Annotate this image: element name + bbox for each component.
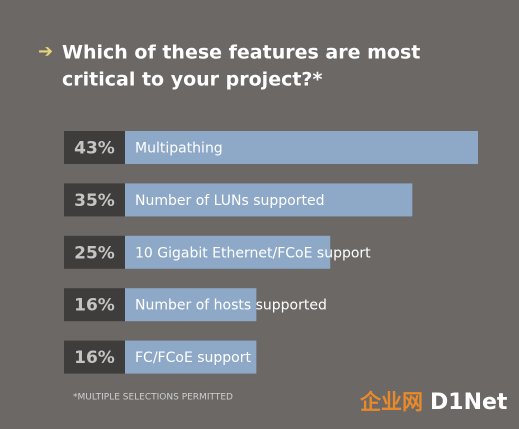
value-label: 35%	[74, 191, 115, 211]
category-label: Multipathing	[135, 141, 223, 157]
title-arrow: ➔	[38, 41, 53, 62]
chart-title: Which of these features are most	[62, 42, 420, 64]
label-box	[64, 340, 125, 374]
bar	[125, 288, 257, 322]
bar	[125, 131, 478, 164]
category-label: Number of LUNs supported	[135, 193, 324, 209]
label-box	[64, 183, 125, 217]
value-label: 16%	[74, 348, 115, 368]
bar	[125, 235, 331, 269]
label-box	[64, 235, 125, 269]
value-label: 43%	[74, 139, 115, 159]
category-label: FC/FCoE support	[135, 350, 251, 366]
label-box	[64, 288, 125, 322]
footnote: *MULTIPLE SELECTIONS PERMITTED	[73, 393, 233, 403]
bar	[125, 183, 413, 217]
watermark: 企业网	[359, 390, 423, 414]
value-label: 25%	[74, 243, 115, 263]
category-label: Number of hosts supported	[135, 298, 327, 314]
category-label: 10 Gigabit Ethernet/FCoE support	[135, 245, 371, 261]
chart-title: critical to your project?*	[62, 69, 322, 91]
value-label: 16%	[74, 296, 115, 316]
watermark: D1Net	[430, 390, 508, 415]
bar	[125, 340, 257, 374]
label-box	[64, 131, 125, 164]
